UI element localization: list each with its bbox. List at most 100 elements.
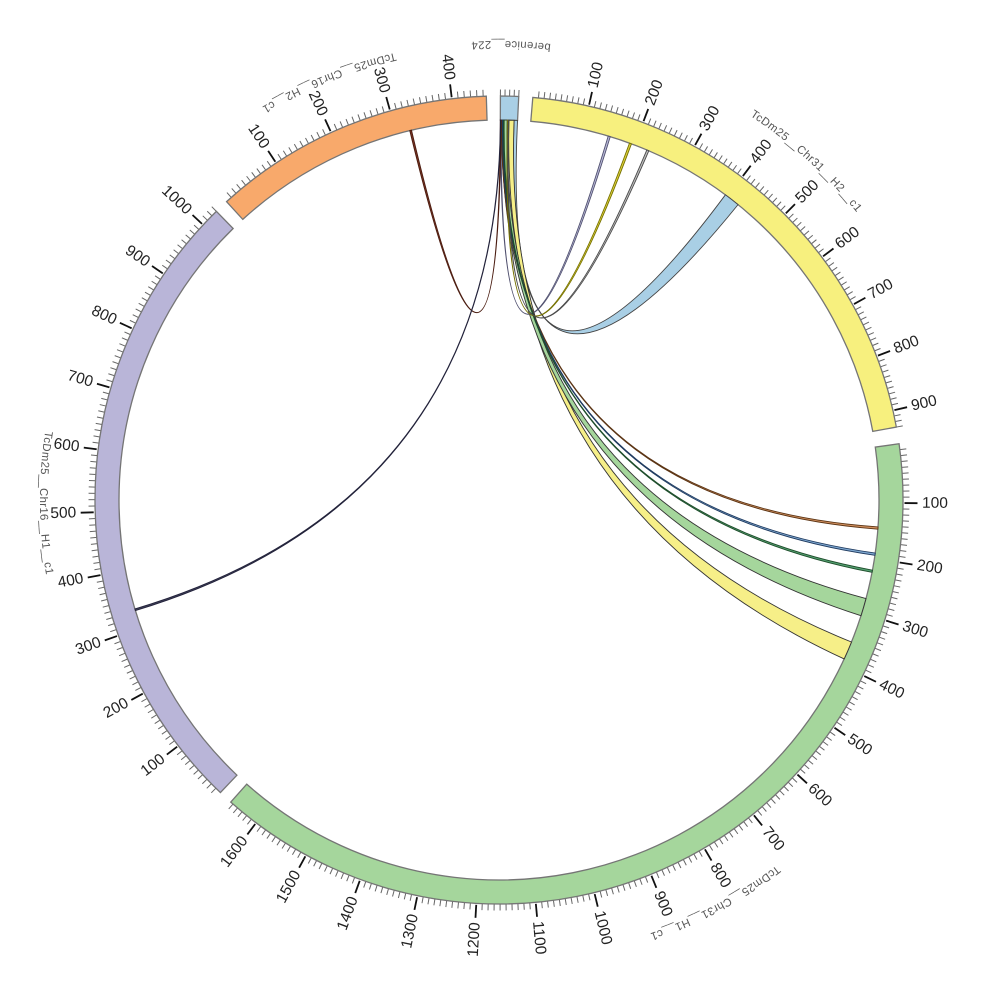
ribbon-berenice-to-chr31h1-steel bbox=[502, 119, 876, 556]
minor-tick bbox=[893, 585, 901, 588]
tick-label-chr31h1-200: 200 bbox=[916, 557, 945, 578]
minor-tick bbox=[102, 391, 110, 395]
segment-band-chr31h2 bbox=[530, 96, 898, 433]
minor-tick bbox=[558, 899, 561, 906]
minor-tick bbox=[747, 817, 753, 824]
minor-tick bbox=[282, 150, 288, 157]
major-tick bbox=[588, 91, 593, 105]
minor-tick bbox=[335, 870, 339, 877]
minor-tick bbox=[869, 337, 877, 341]
minor-tick bbox=[90, 536, 97, 539]
minor-tick bbox=[386, 888, 389, 895]
minor-tick bbox=[144, 703, 151, 708]
ribbon-berenice-to-chr31h2-blue bbox=[512, 119, 739, 335]
minor-tick bbox=[577, 97, 580, 104]
minor-tick bbox=[176, 750, 183, 756]
minor-tick bbox=[897, 567, 904, 570]
synteny-ribbons bbox=[134, 119, 879, 660]
minor-tick bbox=[375, 108, 379, 115]
segment-name-berenice: berenice__224 bbox=[471, 38, 551, 53]
minor-tick bbox=[96, 580, 104, 583]
major-tick bbox=[166, 745, 178, 756]
minor-tick bbox=[582, 895, 585, 902]
minor-tick bbox=[90, 460, 97, 463]
minor-tick bbox=[770, 798, 776, 804]
minor-tick bbox=[185, 234, 191, 240]
minor-tick bbox=[92, 555, 99, 558]
major-tick bbox=[853, 296, 866, 305]
minor-tick bbox=[110, 629, 117, 633]
tick-label-chr31h2-700: 700 bbox=[865, 275, 896, 303]
minor-tick bbox=[673, 129, 678, 137]
minor-tick bbox=[682, 859, 687, 866]
minor-tick bbox=[554, 93, 557, 101]
minor-tick bbox=[655, 871, 660, 879]
tick-label-chr31h1-1300: 1300 bbox=[398, 912, 422, 950]
minor-tick bbox=[872, 342, 879, 347]
minor-tick bbox=[112, 361, 119, 365]
minor-tick bbox=[743, 821, 748, 827]
minor-tick bbox=[878, 358, 885, 362]
minor-tick bbox=[537, 91, 540, 98]
minor-tick bbox=[543, 92, 546, 99]
minor-tick bbox=[271, 836, 276, 843]
minor-tick bbox=[678, 132, 683, 139]
minor-tick bbox=[860, 680, 867, 685]
minor-tick bbox=[894, 579, 902, 582]
minor-tick bbox=[862, 321, 870, 326]
minor-tick bbox=[129, 675, 136, 680]
major-tick bbox=[83, 446, 97, 451]
major-tick bbox=[642, 108, 650, 122]
minor-tick bbox=[855, 306, 862, 311]
ribbon-chr16h2-to-berenice-darkred bbox=[409, 119, 502, 314]
minor-tick bbox=[297, 851, 302, 858]
minor-tick bbox=[121, 337, 129, 341]
minor-tick bbox=[211, 206, 217, 212]
minor-tick bbox=[683, 135, 688, 142]
minor-tick bbox=[775, 794, 781, 800]
minor-tick bbox=[799, 226, 806, 232]
tick-label-chr31h1-800: 800 bbox=[706, 860, 734, 891]
major-tick bbox=[885, 619, 899, 626]
minor-tick bbox=[822, 741, 829, 746]
tick-label-chr16h2-200: 200 bbox=[305, 88, 331, 119]
minor-tick bbox=[837, 276, 844, 281]
minor-tick bbox=[891, 402, 899, 406]
ribbon-berenice-to-chr31h2-olive bbox=[506, 119, 633, 317]
minor-tick bbox=[845, 706, 852, 711]
minor-tick bbox=[206, 783, 212, 789]
minor-tick bbox=[788, 213, 794, 219]
minor-tick bbox=[99, 404, 107, 407]
minor-tick bbox=[895, 419, 902, 422]
minor-tick bbox=[874, 348, 881, 352]
tick-label-chr31h1-600: 600 bbox=[805, 780, 836, 810]
major-tick bbox=[474, 904, 478, 918]
tick-label-chr31h1-1100: 1100 bbox=[529, 920, 549, 955]
minor-tick bbox=[132, 314, 139, 319]
minor-tick bbox=[201, 778, 208, 785]
minor-tick bbox=[154, 719, 161, 725]
minor-tick bbox=[165, 735, 172, 740]
minor-tick bbox=[792, 217, 798, 223]
minor-tick bbox=[381, 106, 385, 113]
tick-label-chr16h1-900: 900 bbox=[122, 242, 153, 271]
minor-tick bbox=[193, 224, 200, 230]
tick-label-chr31h2-900: 900 bbox=[910, 392, 939, 414]
minor-tick bbox=[368, 883, 372, 890]
minor-tick bbox=[135, 308, 142, 313]
minor-tick bbox=[126, 670, 133, 674]
minor-tick bbox=[141, 297, 148, 302]
minor-tick bbox=[814, 243, 821, 249]
ribbon-berenice-to-chr16h1-black bbox=[134, 119, 502, 612]
minor-tick bbox=[425, 96, 428, 103]
tick-label-chr31h2-500: 500 bbox=[792, 176, 823, 207]
minor-tick bbox=[135, 686, 142, 691]
minor-tick bbox=[621, 108, 625, 116]
minor-tick bbox=[403, 892, 407, 900]
minor-tick bbox=[451, 901, 454, 908]
minor-tick bbox=[173, 249, 180, 255]
minor-tick bbox=[180, 755, 187, 761]
tick-label-chr16h2-400: 400 bbox=[438, 53, 458, 81]
major-tick bbox=[104, 635, 118, 642]
